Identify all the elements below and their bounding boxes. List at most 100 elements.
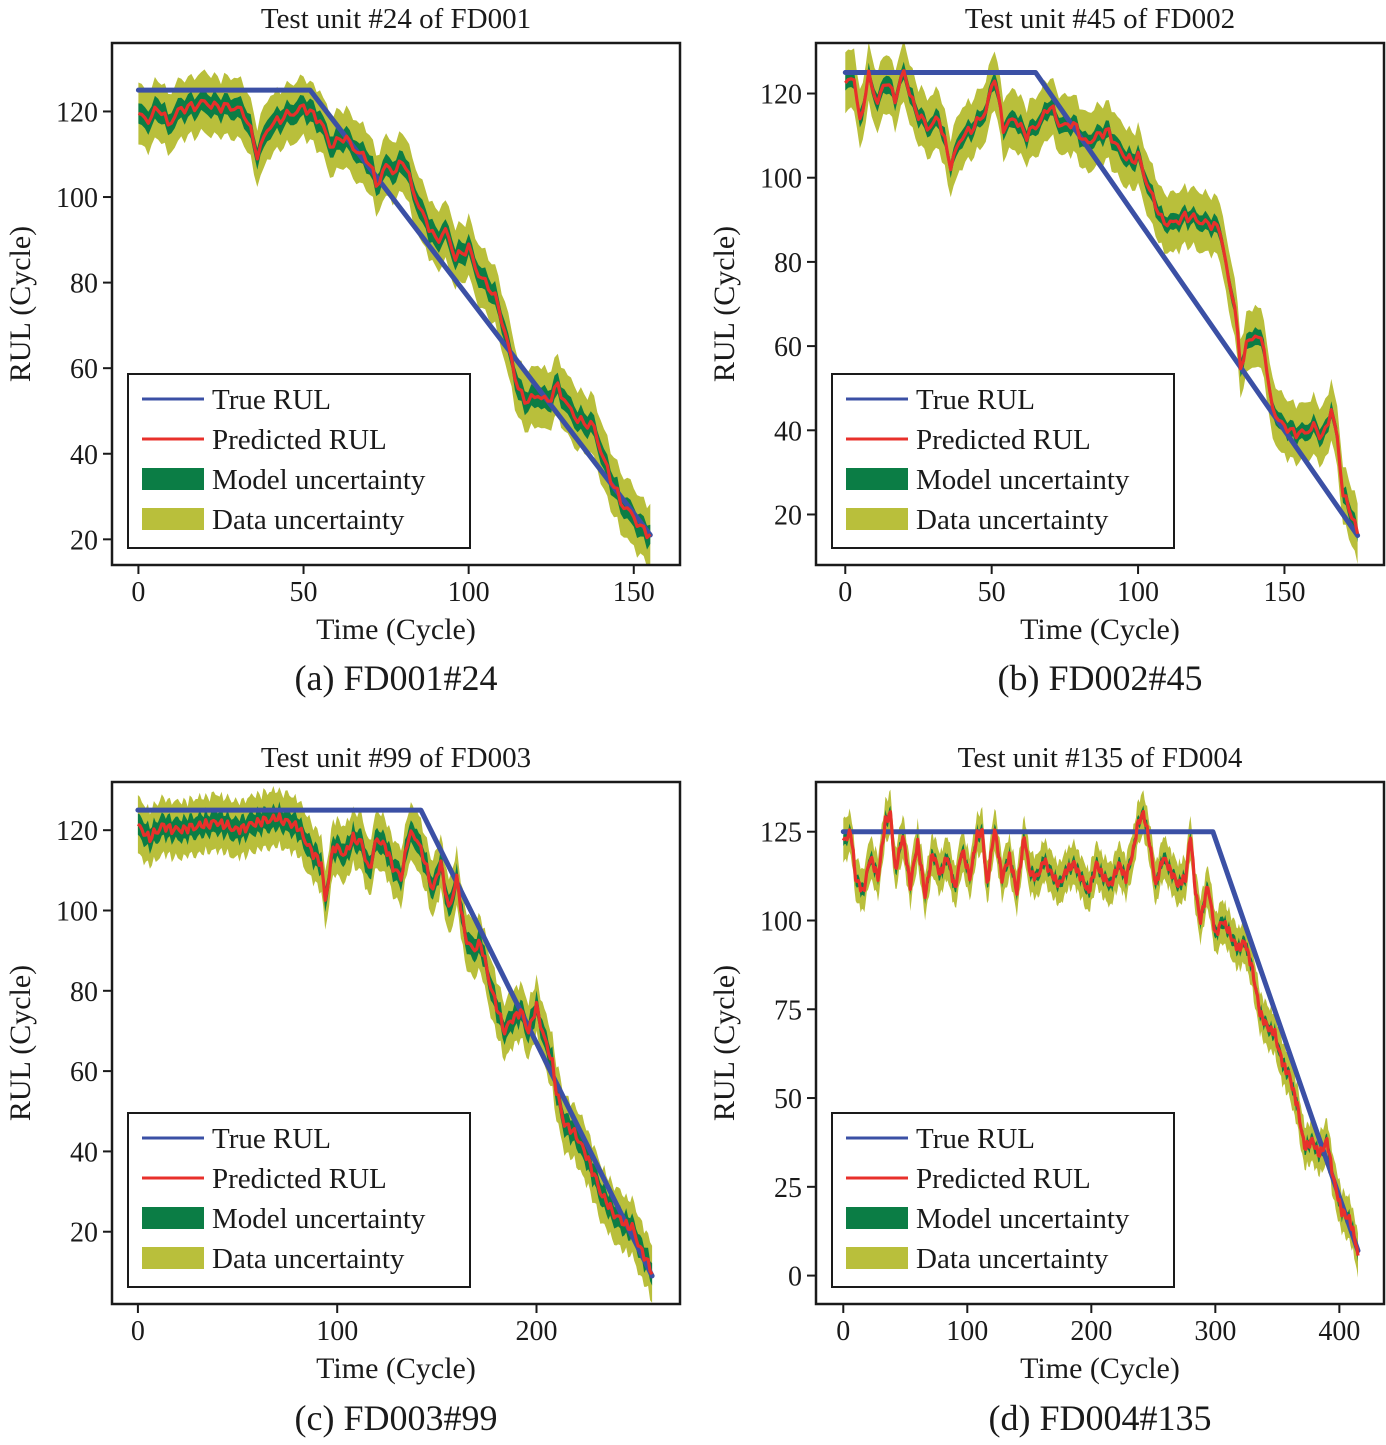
chart-caption: (b) FD002#45 <box>998 658 1203 698</box>
chart-caption: (a) FD001#24 <box>295 658 498 698</box>
predicted-rul-line <box>844 68 1360 535</box>
x-tick-label: 150 <box>613 577 655 608</box>
y-tick-label: 80 <box>70 269 98 300</box>
legend: True RUL Predicted RUL Model uncertainty Da… <box>831 373 1175 549</box>
y-tick-label: 75 <box>774 995 802 1026</box>
legend: True RUL Predicted RUL Model uncertainty Da… <box>127 373 471 549</box>
x-tick-label: 100 <box>448 577 490 608</box>
chart-title: Test unit #45 of FD002 <box>965 3 1235 35</box>
y-tick-label: 25 <box>774 1173 802 1204</box>
x-axis-label: Time (Cycle) <box>1020 1352 1180 1385</box>
y-tick-label: 40 <box>774 416 802 447</box>
y-tick-label: 80 <box>70 977 98 1008</box>
legend-label: Data uncertainty <box>212 504 405 536</box>
chart-caption: (c) FD003#99 <box>295 1398 498 1438</box>
x-tick-label: 100 <box>946 1316 988 1347</box>
legend-data-swatch <box>142 1247 204 1269</box>
y-tick-label: 100 <box>56 183 98 214</box>
chart-panel-1: Test unit #24 of FD001 (a) FD001#24 Time (… <box>4 3 682 698</box>
legend-data-swatch <box>142 508 204 530</box>
y-tick-label: 60 <box>774 332 802 363</box>
chart-title: Test unit #99 of FD003 <box>261 742 531 774</box>
legend-label: Model uncertainty <box>916 464 1130 496</box>
x-tick-label: 100 <box>1117 577 1159 608</box>
predicted-rul-line <box>137 98 652 540</box>
true-rul-line <box>842 70 1361 538</box>
x-tick-label: 0 <box>131 577 145 608</box>
legend-label: Model uncertainty <box>212 464 426 496</box>
plot-frame <box>110 41 682 567</box>
x-tick-label: 50 <box>978 577 1006 608</box>
legend: True RUL Predicted RUL Model uncertainty Da… <box>831 1112 1175 1288</box>
x-tick-label: 0 <box>836 1316 850 1347</box>
y-tick-label: 60 <box>70 354 98 385</box>
x-tick-label: 200 <box>516 1316 558 1347</box>
y-tick-label: 120 <box>56 816 98 847</box>
chart-caption: (d) FD004#135 <box>989 1398 1212 1438</box>
chart-panel-4: Test unit #135 of FD004 (d) FD004#135 Time… <box>708 742 1386 1438</box>
x-axis-label: Time (Cycle) <box>316 1352 476 1385</box>
y-tick-label: 100 <box>56 896 98 927</box>
legend-model-swatch <box>846 468 908 490</box>
y-axis-label: RUL (Cycle) <box>708 226 741 382</box>
y-axis-label: RUL (Cycle) <box>4 226 37 382</box>
legend-label: Predicted RUL <box>916 1163 1091 1195</box>
y-axis-label: RUL (Cycle) <box>4 965 37 1121</box>
x-tick-label: 50 <box>290 577 318 608</box>
y-tick-label: 20 <box>70 1218 98 1249</box>
x-tick-label: 0 <box>838 577 852 608</box>
x-axis-label: Time (Cycle) <box>316 613 476 646</box>
chart-title: Test unit #135 of FD004 <box>958 742 1243 774</box>
legend-label: True RUL <box>212 1123 331 1155</box>
y-tick-label: 100 <box>760 906 802 937</box>
data-uncertainty-band <box>843 789 1358 1278</box>
true-rul-line <box>135 87 653 538</box>
y-tick-label: 120 <box>760 80 802 111</box>
plot-area <box>135 69 653 565</box>
y-tick-label: 125 <box>760 818 802 849</box>
true-rul-line <box>135 807 655 1279</box>
y-tick-label: 40 <box>70 1137 98 1168</box>
x-tick-label: 0 <box>131 1316 145 1347</box>
legend-model-swatch <box>142 468 204 490</box>
legend-label: Predicted RUL <box>212 1163 387 1195</box>
x-tick-label: 300 <box>1194 1316 1236 1347</box>
x-tick-label: 400 <box>1318 1316 1360 1347</box>
x-tick-label: 150 <box>1263 577 1305 608</box>
y-tick-label: 80 <box>774 248 802 279</box>
x-tick-label: 200 <box>1070 1316 1112 1347</box>
legend-label: Data uncertainty <box>212 1243 405 1275</box>
plot-frame <box>814 41 1386 567</box>
chart-title: Test unit #24 of FD001 <box>261 3 531 35</box>
plot-frame <box>110 780 682 1306</box>
predicted-rul-line <box>841 809 1360 1256</box>
legend-data-swatch <box>846 508 908 530</box>
y-axis-label: RUL (Cycle) <box>708 965 741 1121</box>
legend-label: Predicted RUL <box>916 424 1091 456</box>
plot-area <box>840 789 1361 1278</box>
legend-label: True RUL <box>916 1123 1035 1155</box>
plot-area <box>842 43 1361 564</box>
y-tick-label: 120 <box>56 97 98 128</box>
y-tick-label: 20 <box>774 500 802 531</box>
y-tick-label: 50 <box>774 1084 802 1115</box>
legend-model-swatch <box>142 1207 204 1229</box>
predicted-rul-line <box>136 812 654 1276</box>
legend-label: Data uncertainty <box>916 504 1109 536</box>
plot-frame <box>814 780 1386 1306</box>
chart-panel-2: Test unit #45 of FD002 (b) FD002#45 Time (… <box>708 3 1386 698</box>
legend-data-swatch <box>846 1247 908 1269</box>
y-tick-label: 100 <box>760 164 802 195</box>
model-uncertainty-band <box>138 89 651 550</box>
legend-label: Predicted RUL <box>212 424 387 456</box>
legend-label: Model uncertainty <box>212 1203 426 1235</box>
plot-area <box>135 786 655 1303</box>
x-axis-label: Time (Cycle) <box>1020 613 1180 646</box>
y-tick-label: 0 <box>788 1262 802 1293</box>
chart-panel-3: Test unit #99 of FD003 (c) FD003#99 Time (… <box>4 742 682 1438</box>
legend-label: Data uncertainty <box>916 1243 1109 1275</box>
x-tick-label: 100 <box>316 1316 358 1347</box>
y-tick-label: 20 <box>70 525 98 556</box>
true-rul-line <box>840 829 1361 1254</box>
